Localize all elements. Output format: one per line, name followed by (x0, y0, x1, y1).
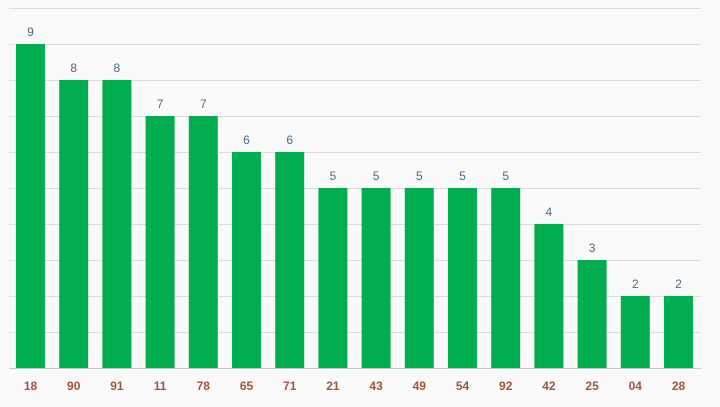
bar-25 (577, 260, 607, 368)
x-tick-label-54: 54 (456, 379, 470, 393)
bar-42 (534, 224, 564, 368)
x-tick-label-78: 78 (197, 379, 211, 393)
data-label-42: 4 (546, 205, 553, 219)
x-tick-label-65: 65 (240, 379, 254, 393)
x-tick-label-25: 25 (585, 379, 599, 393)
data-label-54: 5 (459, 169, 466, 183)
data-label-21: 5 (330, 169, 337, 183)
bar-90 (59, 80, 89, 368)
data-label-25: 3 (589, 241, 596, 255)
data-label-90: 8 (70, 61, 77, 75)
bar-91 (102, 80, 132, 368)
bar-04 (620, 296, 650, 368)
bar-43 (361, 188, 391, 368)
bar-54 (448, 188, 477, 368)
bar-11 (145, 116, 175, 368)
bar-21 (318, 188, 348, 368)
data-label-49: 5 (416, 169, 423, 183)
bars-group (16, 44, 693, 368)
x-tick-label-21: 21 (326, 379, 340, 393)
bar-28 (664, 296, 693, 368)
x-tick-label-90: 90 (67, 379, 81, 393)
data-label-71: 6 (286, 133, 293, 147)
data-label-28: 2 (675, 277, 682, 291)
bar-49 (404, 188, 434, 368)
data-labels-group: 9 8 8 7 7 6 6 5 5 5 5 5 4 3 2 2 (27, 25, 682, 291)
x-tick-label-92: 92 (499, 379, 513, 393)
bar-92 (491, 188, 521, 368)
data-label-04: 2 (632, 277, 639, 291)
bar-18 (16, 44, 45, 368)
x-tick-label-28: 28 (672, 379, 686, 393)
x-tick-labels-group: 18 90 91 11 78 65 71 21 43 49 54 92 42 25 04 28 (24, 379, 686, 393)
data-label-92: 5 (502, 169, 509, 183)
x-tick-label-91: 91 (110, 379, 124, 393)
x-tick-label-71: 71 (283, 379, 297, 393)
data-label-91: 8 (114, 61, 121, 75)
x-tick-label-04: 04 (629, 379, 643, 393)
data-label-11: 7 (157, 97, 164, 111)
x-tick-label-43: 43 (369, 379, 383, 393)
x-tick-label-11: 11 (154, 379, 167, 393)
bar-65 (232, 152, 261, 368)
bar-78 (188, 116, 218, 368)
data-label-65: 6 (243, 133, 250, 147)
bar-71 (275, 152, 305, 368)
x-tick-label-18: 18 (24, 379, 38, 393)
data-label-18: 9 (27, 25, 34, 39)
data-label-78: 7 (200, 97, 207, 111)
data-label-43: 5 (373, 169, 380, 183)
x-tick-label-49: 49 (413, 379, 427, 393)
x-tick-label-42: 42 (542, 379, 556, 393)
